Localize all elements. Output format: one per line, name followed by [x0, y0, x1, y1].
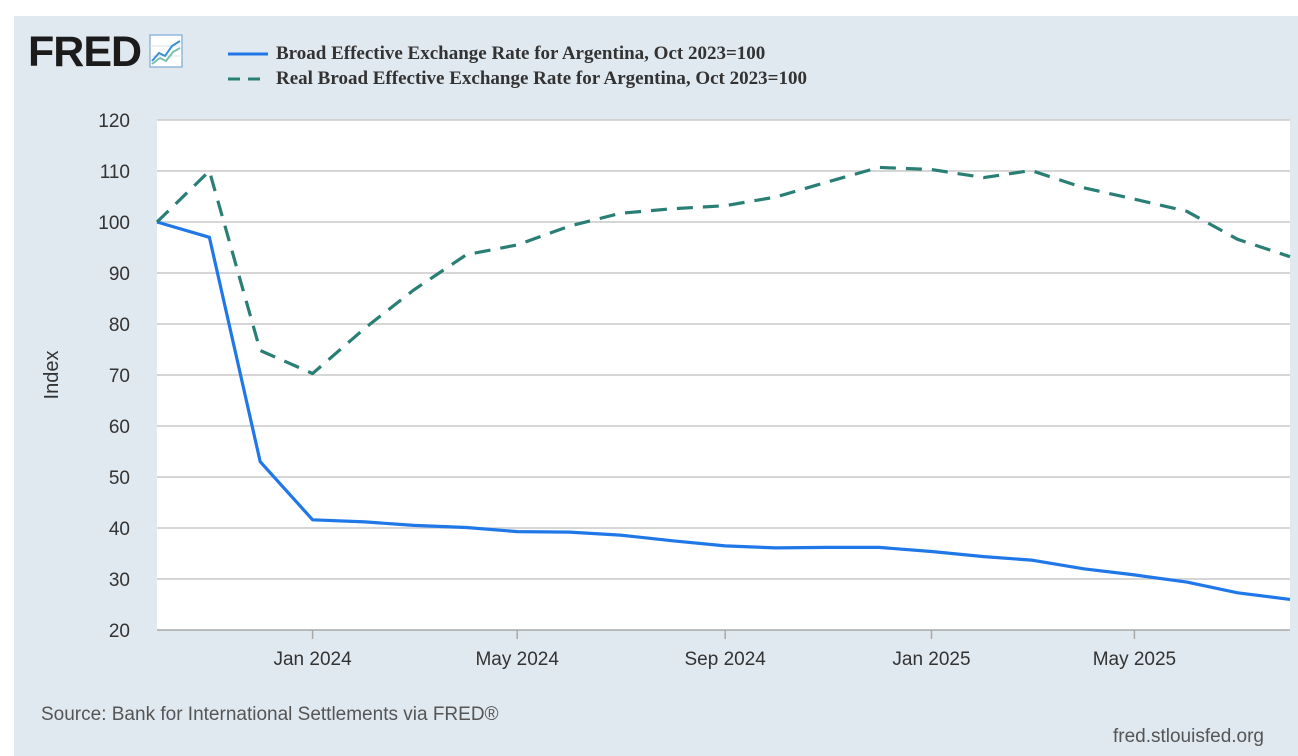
y-tick-label-50: 50 — [109, 468, 130, 489]
legend-label-broad: Broad Effective Exchange Rate for Argent… — [276, 42, 766, 64]
y-tick-label-70: 70 — [109, 366, 130, 387]
chart-legend: Broad Effective Exchange Rate for Argent… — [228, 41, 807, 91]
source-note: Source: Bank for International Settlemen… — [41, 704, 499, 725]
legend-swatch-solid — [228, 52, 268, 55]
x-tick-label-2025-05-01: May 2025 — [1093, 649, 1176, 670]
x-tick-label-2025-01-01: Jan 2025 — [892, 649, 970, 670]
legend-item-real[interactable]: Real Broad Effective Exchange Rate for A… — [228, 66, 807, 91]
legend-swatch-dashed — [228, 77, 268, 80]
y-tick-label-110: 110 — [100, 162, 130, 183]
fred-logo[interactable]: FRED — [28, 30, 183, 74]
y-tick-label-40: 40 — [109, 519, 130, 540]
y-axis-label: Index — [41, 351, 63, 400]
line-chart: 20 30 40 50 60 70 80 90 100 110 120 Jan 2024 May 202… — [41, 111, 1291, 670]
y-tick-label-60: 60 — [109, 417, 130, 438]
y-tick-label-80: 80 — [109, 315, 130, 336]
x-tick-label-2024-09-01: Sep 2024 — [685, 649, 767, 670]
y-tick-label-100: 100 — [98, 213, 130, 234]
x-tick-label-2024-01-01: Jan 2024 — [273, 649, 352, 670]
series-line-1[interactable] — [156, 220, 1291, 601]
y-tick-label-30: 30 — [109, 570, 130, 591]
y-tick-label-20: 20 — [109, 621, 130, 642]
chart-frame: FRED Broad Effective Exchange Rate for A… — [14, 16, 1298, 756]
fred-logo-text: FRED — [28, 28, 142, 76]
legend-item-broad[interactable]: Broad Effective Exchange Rate for Argent… — [228, 41, 807, 66]
y-tick-label-90: 90 — [109, 264, 130, 285]
legend-label-real: Real Broad Effective Exchange Rate for A… — [276, 67, 807, 89]
x-tick-label-2024-05-01: May 2024 — [475, 649, 559, 670]
line-chart-icon — [149, 34, 183, 68]
source-url[interactable]: fred.stlouisfed.org — [1112, 726, 1264, 747]
y-tick-label-120: 120 — [98, 111, 130, 132]
